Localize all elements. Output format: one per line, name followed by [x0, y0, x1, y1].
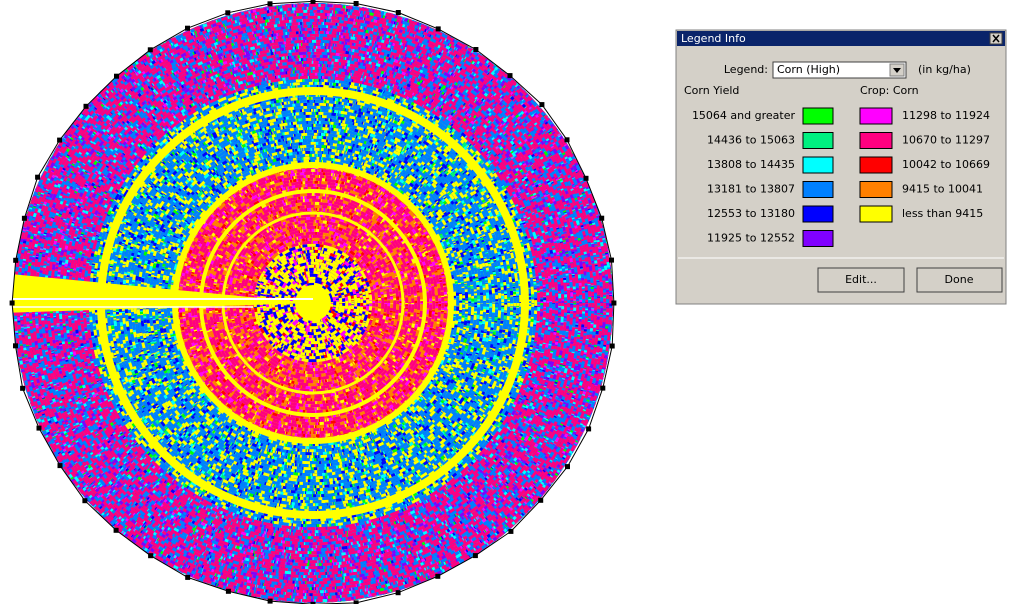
legend-range: 11298 to 11924 [902, 109, 990, 122]
boundary-vertex [13, 343, 18, 348]
done-button[interactable] [917, 268, 1002, 292]
boundary-vertex [473, 47, 478, 52]
close-button[interactable] [990, 33, 1002, 44]
legend-range: 10670 to 11297 [902, 134, 990, 147]
boundary-vertex [565, 464, 570, 469]
legend-swatch [803, 231, 833, 247]
legend-swatch [803, 182, 833, 198]
legend-swatch [860, 157, 892, 173]
boundary-vertex [114, 528, 119, 533]
legend-swatch [860, 133, 892, 149]
legend-range: 9415 to 10041 [902, 183, 983, 196]
boundary-vertex [609, 258, 614, 263]
legend-swatch [860, 182, 892, 198]
dialog-title: Legend Info [681, 32, 746, 45]
boundary-vertex [84, 104, 89, 109]
boundary-vertex [114, 74, 119, 79]
legend-swatch [803, 157, 833, 173]
screen: Legend Info Legend: Corn (High) (in kg/h… [0, 0, 1009, 604]
boundary-vertex [508, 73, 513, 78]
legend-range: less than 9415 [902, 207, 983, 220]
boundary-vertex [584, 176, 589, 181]
boundary-vertex [473, 553, 478, 558]
title-bar [677, 31, 1005, 46]
legend-range: 12553 to 13180 [707, 207, 795, 220]
boundary-vertex [538, 498, 543, 503]
right-heading: Crop: Corn [860, 84, 919, 97]
edit-button[interactable] [818, 268, 904, 292]
boundary-vertex [600, 386, 605, 391]
boundary-vertex [396, 10, 401, 15]
map-rings [0, 2, 614, 604]
boundary-vertex [354, 1, 359, 6]
boundary-vertex [185, 26, 190, 31]
boundary-vertex [435, 574, 440, 579]
boundary-vertex [148, 47, 153, 52]
boundary-vertex [82, 498, 87, 503]
legend-range: 14436 to 15063 [707, 134, 795, 147]
boundary-vertex [35, 175, 40, 180]
legend-swatch [803, 133, 833, 149]
boundary-vertex [311, 0, 316, 4]
boundary-vertex [225, 10, 230, 15]
boundary-vertex [268, 599, 273, 604]
legend-range: 15064 and greater [692, 109, 796, 122]
boundary-vertex [436, 26, 441, 31]
legend-dropdown[interactable] [773, 62, 906, 78]
boundary-vertex [508, 529, 513, 534]
boundary-vertex [58, 463, 63, 468]
left-heading: Corn Yield [684, 84, 739, 97]
units: (in kg/ha) [918, 63, 971, 76]
legend-label: Legend: [724, 63, 768, 76]
boundary-vertex [586, 426, 591, 431]
boundary-vertex [37, 426, 42, 431]
dropdown-button[interactable] [890, 64, 904, 76]
legend-range: 11925 to 12552 [707, 232, 795, 245]
legend-swatch [803, 108, 833, 124]
boundary-vertex [268, 1, 273, 6]
boundary-vertex [10, 301, 15, 306]
legend-swatch [803, 206, 833, 222]
boundary-vertex [57, 138, 62, 143]
legend-range: 13181 to 13807 [707, 183, 795, 196]
boundary-vertex [20, 386, 25, 391]
boundary-vertex [226, 589, 231, 594]
legend-swatch [860, 108, 892, 124]
legend-range: 13808 to 14435 [707, 158, 795, 171]
boundary-vertex [610, 344, 615, 349]
boundary-vertex [148, 553, 153, 558]
boundary-vertex [599, 216, 604, 221]
boundary-vertex [22, 216, 27, 221]
boundary-vertex [565, 137, 570, 142]
boundary-vertex [185, 575, 190, 580]
legend-swatch [860, 206, 892, 222]
boundary-vertex [611, 301, 616, 306]
boundary-vertex [539, 102, 544, 107]
boundary-vertex [13, 258, 18, 263]
boundary-vertex [396, 590, 401, 595]
legend-range: 10042 to 10669 [902, 158, 990, 171]
boundary-vertex [354, 600, 359, 604]
yield-map [0, 0, 630, 604]
